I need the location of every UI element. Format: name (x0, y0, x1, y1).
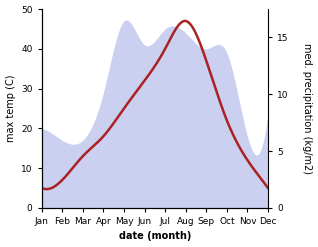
Y-axis label: med. precipitation (kg/m2): med. precipitation (kg/m2) (302, 43, 313, 174)
Y-axis label: max temp (C): max temp (C) (5, 75, 16, 142)
X-axis label: date (month): date (month) (119, 231, 191, 242)
